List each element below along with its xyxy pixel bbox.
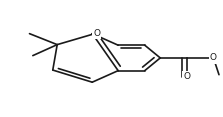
Text: O: O: [210, 53, 217, 62]
Text: O: O: [183, 73, 190, 82]
Text: O: O: [93, 29, 100, 38]
